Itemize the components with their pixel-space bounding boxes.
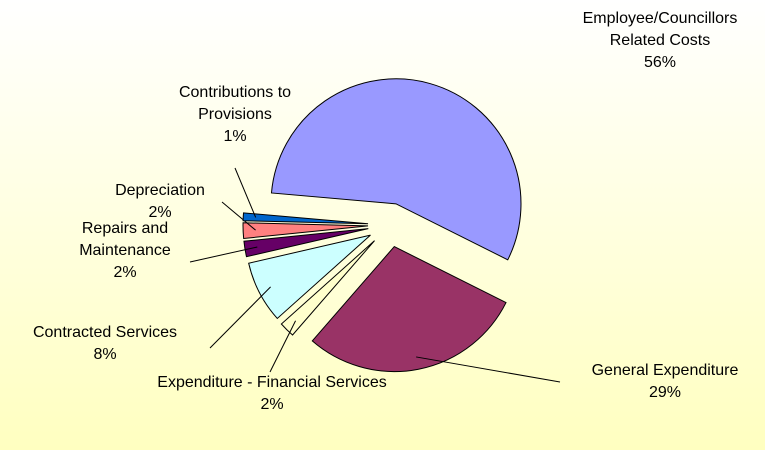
category-name: Employee/Councillors Related Costs: [582, 10, 738, 49]
slice-label: Contracted Services 8%: [0, 322, 213, 366]
category-name: Depreciation: [115, 182, 205, 199]
slice-label: General Expenditure 29%: [565, 360, 765, 404]
category-name: Contracted Services: [32, 324, 178, 341]
slice-label: Repairs and Maintenance 2%: [60, 218, 190, 284]
leader-line: [189, 246, 258, 263]
leader-line: [416, 356, 561, 383]
slice-label: Depreciation 2%: [95, 180, 225, 224]
pie-slice: [243, 228, 369, 258]
pie-slice: [248, 234, 371, 320]
slice-label: Employee/Councillors Related Costs 56%: [560, 8, 760, 74]
percent-label: 8%: [93, 346, 117, 363]
leader-line: [269, 320, 297, 373]
slice-label: Contributions to Provisions 1%: [150, 82, 320, 148]
pie-slice: [242, 222, 369, 240]
leader-line: [234, 167, 257, 218]
leader-line: [221, 201, 256, 231]
percent-label: 2%: [113, 264, 137, 281]
percent-label: 56%: [643, 54, 677, 71]
pie-slice: [270, 78, 522, 261]
percent-label: 29%: [648, 384, 682, 401]
pie-slice: [280, 240, 375, 336]
percent-label: 1%: [223, 128, 247, 145]
percent-label: 2%: [260, 396, 284, 413]
pie-slice: [311, 245, 507, 373]
category-name: Contributions to Provisions: [178, 84, 292, 123]
pie-slice: [242, 212, 369, 225]
category-name: Repairs and Maintenance: [79, 220, 171, 259]
category-name: General Expenditure: [591, 362, 739, 379]
leader-line: [209, 286, 271, 349]
slice-label: Expenditure - Financial Services 2%: [157, 372, 387, 416]
category-name: Expenditure - Financial Services: [157, 374, 387, 391]
percent-label: 2%: [148, 204, 172, 221]
